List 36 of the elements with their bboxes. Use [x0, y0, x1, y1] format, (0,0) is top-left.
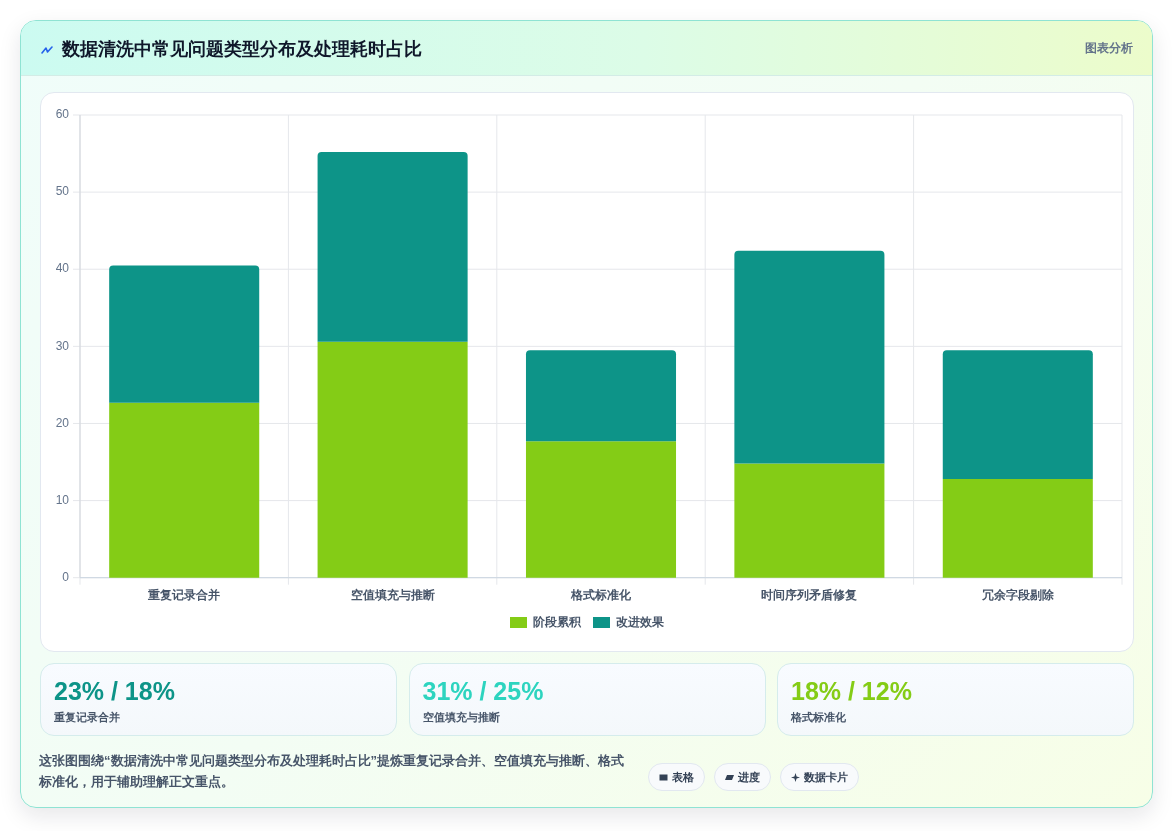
bar	[942, 350, 1093, 479]
text: 23% / 18%	[54, 676, 175, 706]
x-tick-label: 时间序列矛盾修复	[761, 588, 858, 603]
text: 31% / 25%	[422, 676, 544, 706]
x-tick-label: 冗余字段剔除	[980, 588, 1055, 603]
legend-label: 改进效果	[616, 614, 664, 630]
y-tick-label: 50	[55, 184, 70, 199]
bar	[109, 265, 260, 403]
x-tick-label: 重复记录合并	[147, 588, 221, 603]
x-tick-label: 空值填充与推断	[350, 588, 435, 603]
bar	[317, 341, 468, 578]
y-tick-label: 30	[55, 338, 70, 353]
chart-title: 数据清洗中常见问题类型分布及处理耗时占比	[62, 38, 422, 61]
bar	[109, 402, 260, 578]
x-tick-label: 格式标准化	[570, 588, 632, 603]
bar	[734, 463, 885, 578]
text: 18% / 12%	[791, 676, 912, 706]
text: 这张图围绕“数据清洗中常见问题类型分布及处理耗时占比”提炼重复记录合并、空值填充与推断、格式标准化，用于辅助理解正文重点。	[39, 752, 625, 791]
text: 空值填充与推断	[422, 710, 500, 725]
legend-label: 阶段累积	[533, 614, 581, 630]
text: 格式标准化	[791, 710, 846, 725]
bar	[942, 478, 1093, 578]
y-tick-label: 0	[62, 569, 70, 584]
bar	[317, 152, 468, 342]
text: 表格	[672, 770, 694, 784]
y-tick-label: 40	[55, 261, 70, 276]
y-tick-label: 10	[55, 492, 70, 507]
y-tick-label: 60	[55, 107, 70, 122]
text: 进度	[738, 770, 760, 784]
y-tick-label: 20	[55, 415, 70, 430]
bar	[734, 250, 885, 464]
text: 图表分析	[1085, 40, 1133, 57]
bar	[525, 350, 677, 442]
text: 重复记录合并	[54, 710, 120, 725]
bar	[525, 441, 677, 578]
text: 数据卡片	[804, 770, 848, 784]
